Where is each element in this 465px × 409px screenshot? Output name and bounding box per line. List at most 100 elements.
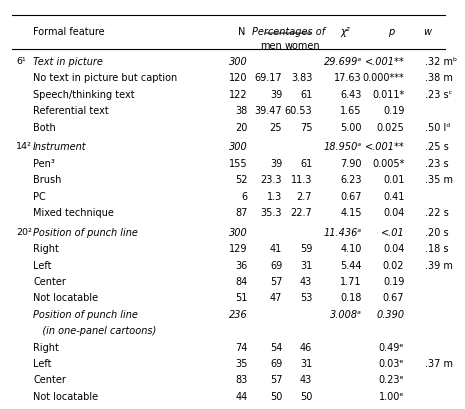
- Text: 1.3: 1.3: [267, 191, 282, 201]
- Text: PC: PC: [33, 191, 46, 201]
- Text: <.001**: <.001**: [365, 142, 404, 152]
- Text: 0.19: 0.19: [383, 106, 404, 116]
- Text: <.01: <.01: [380, 227, 404, 237]
- Text: 4.15: 4.15: [340, 207, 362, 218]
- Text: 39: 39: [270, 90, 282, 99]
- Text: No text in picture but caption: No text in picture but caption: [33, 73, 178, 83]
- Text: Center: Center: [33, 375, 66, 384]
- Text: 52: 52: [235, 175, 248, 185]
- Text: (in one-panel cartoons): (in one-panel cartoons): [33, 326, 156, 335]
- Text: 69: 69: [270, 260, 282, 270]
- Text: 23.3: 23.3: [261, 175, 282, 185]
- Text: .20 s: .20 s: [425, 227, 449, 237]
- Text: 11.3: 11.3: [291, 175, 312, 185]
- Text: Right: Right: [33, 244, 59, 254]
- Text: 69: 69: [270, 358, 282, 368]
- Text: .39 m: .39 m: [425, 260, 453, 270]
- Text: 31: 31: [300, 358, 312, 368]
- Text: 51: 51: [235, 293, 248, 303]
- Text: Referential text: Referential text: [33, 106, 109, 116]
- Text: 6.23: 6.23: [340, 175, 362, 185]
- Text: .35 m: .35 m: [425, 175, 453, 185]
- Text: 6: 6: [242, 191, 248, 201]
- Text: w: w: [424, 27, 432, 36]
- Text: Both: Both: [33, 122, 56, 132]
- Text: 3.83: 3.83: [291, 73, 312, 83]
- Text: 43: 43: [300, 276, 312, 286]
- Text: Mixed technique: Mixed technique: [33, 207, 114, 218]
- Text: 36: 36: [236, 260, 248, 270]
- Text: N: N: [238, 27, 246, 36]
- Text: 5.00: 5.00: [340, 122, 362, 132]
- Text: 43: 43: [300, 375, 312, 384]
- Text: p: p: [388, 27, 394, 36]
- Text: 39.47: 39.47: [255, 106, 282, 116]
- Text: Text in picture: Text in picture: [33, 57, 103, 67]
- Text: 1.00ᵉ: 1.00ᵉ: [379, 391, 404, 401]
- Text: .18 s: .18 s: [425, 244, 449, 254]
- Text: .23 s: .23 s: [425, 158, 449, 169]
- Text: Pen³: Pen³: [33, 158, 55, 169]
- Text: 35.3: 35.3: [261, 207, 282, 218]
- Text: 54: 54: [270, 342, 282, 352]
- Text: 0.02: 0.02: [383, 260, 404, 270]
- Text: 0.04: 0.04: [383, 244, 404, 254]
- Text: .37 m: .37 m: [425, 358, 453, 368]
- Text: 46: 46: [300, 342, 312, 352]
- Text: 0.025: 0.025: [377, 122, 404, 132]
- Text: 14²: 14²: [16, 142, 32, 151]
- Text: 3.008ᵃ: 3.008ᵃ: [330, 309, 362, 319]
- Text: <.001**: <.001**: [365, 57, 404, 67]
- Text: 300: 300: [229, 142, 248, 152]
- Text: χ²: χ²: [340, 27, 350, 36]
- Text: 74: 74: [235, 342, 248, 352]
- Text: 0.005*: 0.005*: [372, 158, 404, 169]
- Text: 300: 300: [229, 227, 248, 237]
- Text: 61: 61: [300, 90, 312, 99]
- Text: 129: 129: [229, 244, 248, 254]
- Text: 0.01: 0.01: [383, 175, 404, 185]
- Text: 20²: 20²: [16, 227, 32, 236]
- Text: 1.65: 1.65: [340, 106, 362, 116]
- Text: .22 s: .22 s: [425, 207, 449, 218]
- Text: 18.950ᵃ: 18.950ᵃ: [324, 142, 362, 152]
- Text: 69.17: 69.17: [255, 73, 282, 83]
- Text: men: men: [260, 41, 282, 52]
- Text: 17.63: 17.63: [334, 73, 362, 83]
- Text: Center: Center: [33, 276, 66, 286]
- Text: .25 s: .25 s: [425, 142, 449, 152]
- Text: 6.43: 6.43: [340, 90, 362, 99]
- Text: Not locatable: Not locatable: [33, 391, 98, 401]
- Text: 47: 47: [270, 293, 282, 303]
- Text: 83: 83: [236, 375, 248, 384]
- Text: Percentages of: Percentages of: [252, 27, 326, 36]
- Text: 0.19: 0.19: [383, 276, 404, 286]
- Text: 60.53: 60.53: [285, 106, 312, 116]
- Text: Position of punch line: Position of punch line: [33, 309, 138, 319]
- Text: 155: 155: [229, 158, 248, 169]
- Text: 300: 300: [229, 57, 248, 67]
- Text: 39: 39: [270, 158, 282, 169]
- Text: 0.23ᵉ: 0.23ᵉ: [379, 375, 404, 384]
- Text: 6¹: 6¹: [16, 57, 26, 66]
- Text: 0.011*: 0.011*: [372, 90, 404, 99]
- Text: 11.436ᵃ: 11.436ᵃ: [324, 227, 362, 237]
- Text: 0.49ᵉ: 0.49ᵉ: [379, 342, 404, 352]
- Text: Formal feature: Formal feature: [33, 27, 105, 36]
- Text: 0.390: 0.390: [376, 309, 404, 319]
- Text: 87: 87: [235, 207, 248, 218]
- Text: 0.18: 0.18: [340, 293, 362, 303]
- Text: 1.71: 1.71: [340, 276, 362, 286]
- Text: 0.000***: 0.000***: [363, 73, 404, 83]
- Text: .50 lᵈ: .50 lᵈ: [425, 122, 451, 132]
- Text: 44: 44: [236, 391, 248, 401]
- Text: Position of punch line: Position of punch line: [33, 227, 138, 237]
- Text: 120: 120: [229, 73, 248, 83]
- Text: 20: 20: [235, 122, 248, 132]
- Text: Not locatable: Not locatable: [33, 293, 98, 303]
- Text: 35: 35: [235, 358, 248, 368]
- Text: 2.7: 2.7: [297, 191, 312, 201]
- Text: Left: Left: [33, 260, 52, 270]
- Text: 38: 38: [236, 106, 248, 116]
- Text: 0.67: 0.67: [383, 293, 404, 303]
